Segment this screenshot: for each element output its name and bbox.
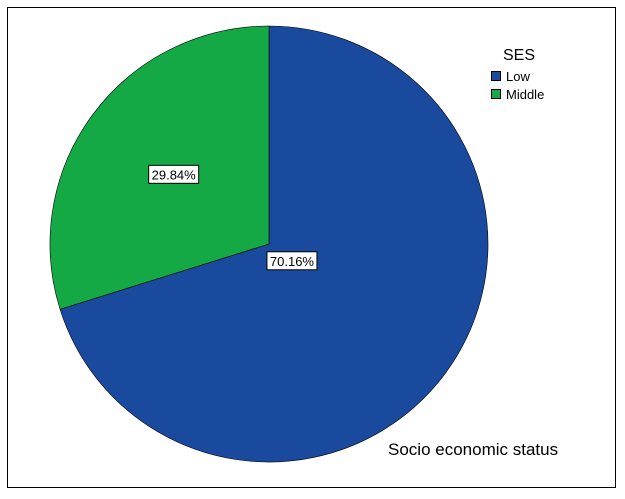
pie-slice-low bbox=[59, 25, 489, 463]
legend-swatch-low bbox=[491, 71, 501, 81]
legend-label-low: Low bbox=[506, 68, 530, 84]
data-label-middle: 29.84% bbox=[148, 164, 200, 184]
legend-item-middle: Middle bbox=[491, 86, 544, 102]
legend-title: SES bbox=[503, 47, 536, 64]
svg-text:70.16%: 70.16% bbox=[270, 254, 315, 269]
legend-swatch-middle bbox=[491, 89, 501, 99]
data-label-low: 70.16% bbox=[266, 251, 318, 271]
legend-item-low: Low bbox=[491, 68, 530, 84]
legend-label-middle: Middle bbox=[506, 86, 545, 102]
svg-text:29.84%: 29.84% bbox=[152, 167, 197, 182]
chart-title: Socio economic status bbox=[388, 440, 559, 459]
